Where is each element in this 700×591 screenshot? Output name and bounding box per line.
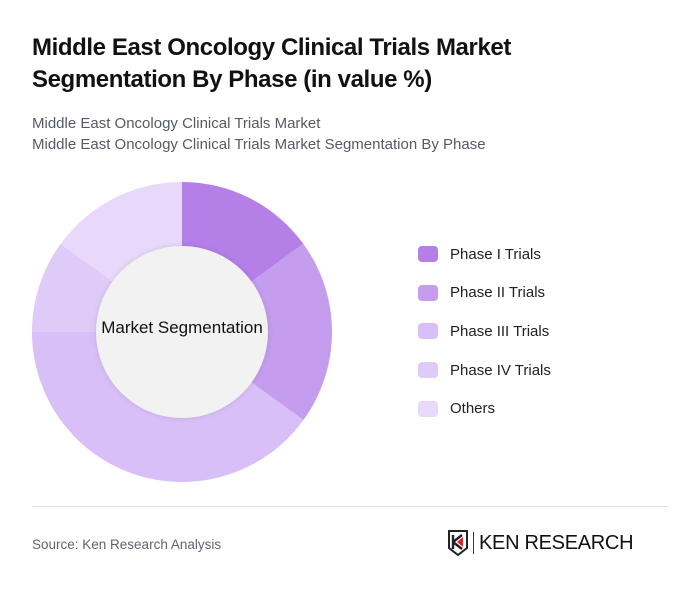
- legend-label: Others: [450, 400, 496, 418]
- legend-swatch: [418, 362, 438, 379]
- logo-divider: [473, 532, 474, 554]
- source-note: Source: Ken Research Analysis: [32, 537, 222, 552]
- donut-center: [96, 246, 268, 418]
- subtitle-line-1: Middle East Oncology Clinical Trials Mar…: [32, 115, 321, 132]
- legend-swatch: [418, 284, 438, 301]
- chart-legend: Phase I Trials Phase II Trials Phase III…: [418, 244, 551, 437]
- donut-chart: [32, 182, 332, 482]
- legend-item-phase-3[interactable]: Phase III Trials: [418, 321, 551, 341]
- logo-text: KEN RESEARCH: [479, 531, 634, 554]
- legend-swatch: [418, 400, 438, 417]
- legend-label: Phase II Trials: [450, 284, 546, 302]
- legend-label: Phase III Trials: [450, 322, 550, 340]
- legend-item-phase-2[interactable]: Phase II Trials: [418, 283, 551, 303]
- legend-swatch: [418, 323, 438, 340]
- legend-label: Phase I Trials: [450, 245, 541, 263]
- ken-research-logo: KEN RESEARCH: [447, 530, 634, 556]
- legend-item-phase-1[interactable]: Phase I Trials: [418, 244, 551, 264]
- chart-subtitle: Middle East Oncology Clinical Trials Mar…: [32, 113, 486, 155]
- legend-item-others[interactable]: Others: [418, 399, 551, 419]
- footer-divider: [32, 506, 668, 507]
- legend-label: Phase IV Trials: [450, 361, 551, 379]
- legend-swatch: [418, 246, 438, 262]
- ken-research-k-shield-icon: [448, 530, 468, 556]
- chart-title: Middle East Oncology Clinical Trials Mar…: [32, 34, 511, 93]
- subtitle-line-2: Middle East Oncology Clinical Trials Mar…: [32, 136, 486, 153]
- legend-item-phase-4[interactable]: Phase IV Trials: [418, 360, 551, 380]
- donut-center-label: Market Segmentation: [101, 318, 263, 337]
